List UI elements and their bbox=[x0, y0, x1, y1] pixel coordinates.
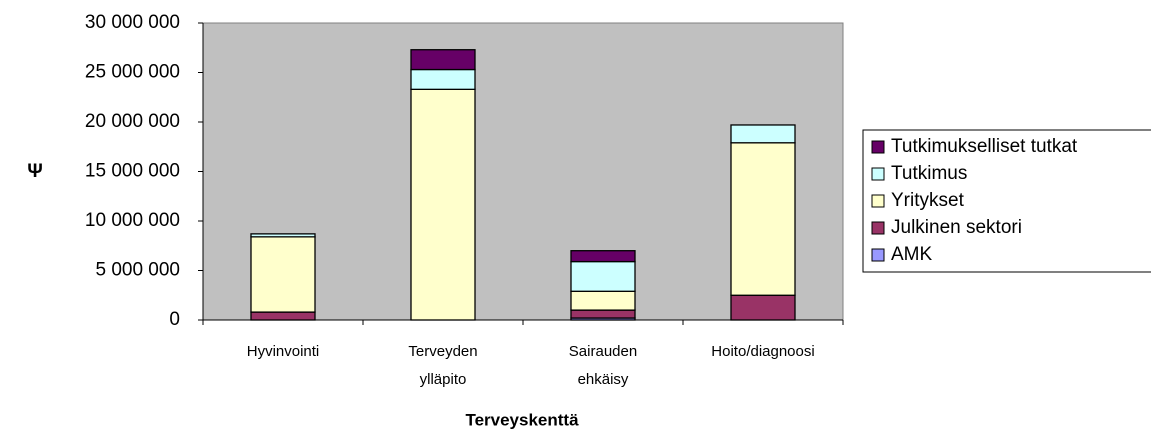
bar-segment bbox=[730, 294, 796, 321]
y-tick-label: 15 000 000 bbox=[85, 161, 180, 182]
bar-segment bbox=[250, 311, 316, 321]
bar-segment bbox=[410, 88, 476, 321]
legend-swatch bbox=[871, 140, 885, 154]
bar-segment bbox=[570, 250, 636, 263]
legend-label: Julkinen sektori bbox=[891, 217, 1022, 238]
y-axis-title: Ψ bbox=[27, 161, 42, 182]
bar-segment bbox=[570, 309, 636, 319]
y-tick-label: 0 bbox=[169, 309, 180, 330]
legend-swatch bbox=[871, 248, 885, 262]
legend-label: AMK bbox=[891, 244, 933, 265]
bar-segment bbox=[410, 49, 476, 71]
legend-label: Yritykset bbox=[891, 190, 965, 211]
bar-segment bbox=[410, 68, 476, 90]
bar-segment bbox=[730, 124, 796, 144]
x-tick-label: Terveyden ylläpito bbox=[408, 343, 478, 388]
legend-label: Tutkimus bbox=[891, 163, 967, 184]
y-tick-label: 5 000 000 bbox=[95, 260, 180, 281]
legend-swatch bbox=[871, 194, 885, 208]
x-tick-label: Sairauden ehkäisy bbox=[568, 343, 638, 388]
bar-segment bbox=[570, 290, 636, 311]
legend-swatch bbox=[871, 167, 885, 181]
x-tick-label: Hoito/diagnoosi bbox=[711, 343, 815, 360]
y-tick-label: 10 000 000 bbox=[85, 210, 180, 231]
bar-segment bbox=[570, 260, 636, 292]
legend-swatch bbox=[871, 221, 885, 235]
x-axis-title: Terveyskenttä bbox=[465, 410, 579, 429]
bar-segment bbox=[250, 233, 316, 238]
legend-label: Tutkimukselliset tutkat bbox=[891, 136, 1078, 157]
legend-box bbox=[862, 129, 1151, 273]
bar-segment bbox=[250, 236, 316, 313]
bar-segment bbox=[730, 142, 796, 296]
y-tick-label: 30 000 000 bbox=[85, 12, 180, 33]
y-tick-label: 25 000 000 bbox=[85, 62, 180, 83]
y-tick-label: 20 000 000 bbox=[85, 111, 180, 132]
x-tick-label: Hyvinvointi bbox=[246, 343, 320, 360]
